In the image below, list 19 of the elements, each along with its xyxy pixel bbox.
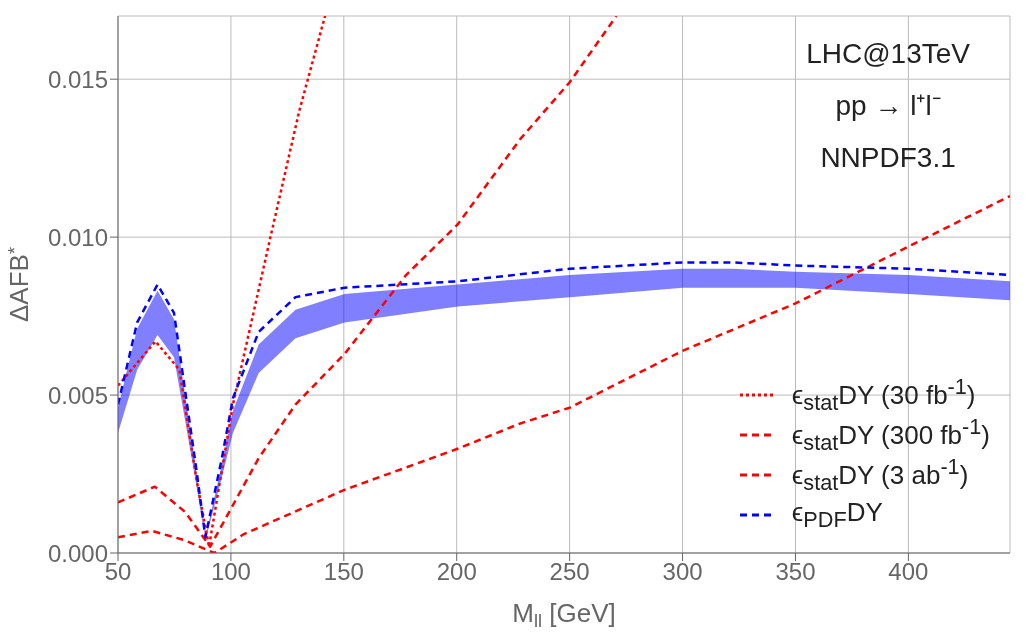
x-tick-label: 400 xyxy=(888,558,929,586)
x-tick-label: 250 xyxy=(549,558,590,586)
legend-label: ϵ$_{stat}$DY (30 fb$^{-1}$) xyxy=(791,374,976,416)
x-tick-label: 350 xyxy=(775,558,816,586)
x-axis-title: M$_{ll}$ [GeV] xyxy=(512,598,616,632)
x-tick-label: 150 xyxy=(323,558,364,586)
y-tick-label: 0.015 xyxy=(47,65,108,93)
legend-label: ϵ$_{stat}$DY (3 ab$^{-1}$) xyxy=(791,454,969,496)
y-tick-label: 0.005 xyxy=(47,381,108,409)
y-tick-label: 0.010 xyxy=(47,223,108,251)
x-tick-label: 300 xyxy=(662,558,703,586)
legend-label: ϵ$_{PDF}$DY xyxy=(791,496,883,534)
legend-label: ϵ$_{stat}$DY (300 fb$^{-1}$) xyxy=(791,414,990,456)
x-tick-label: 200 xyxy=(436,558,477,586)
annotation: pp → l⁺l⁻ xyxy=(834,89,942,123)
annotation: LHC@13TeV xyxy=(806,37,970,71)
x-tick-label: 100 xyxy=(210,558,251,586)
annotation: NNPDF3.1 xyxy=(819,141,957,175)
line-series xyxy=(118,16,618,548)
